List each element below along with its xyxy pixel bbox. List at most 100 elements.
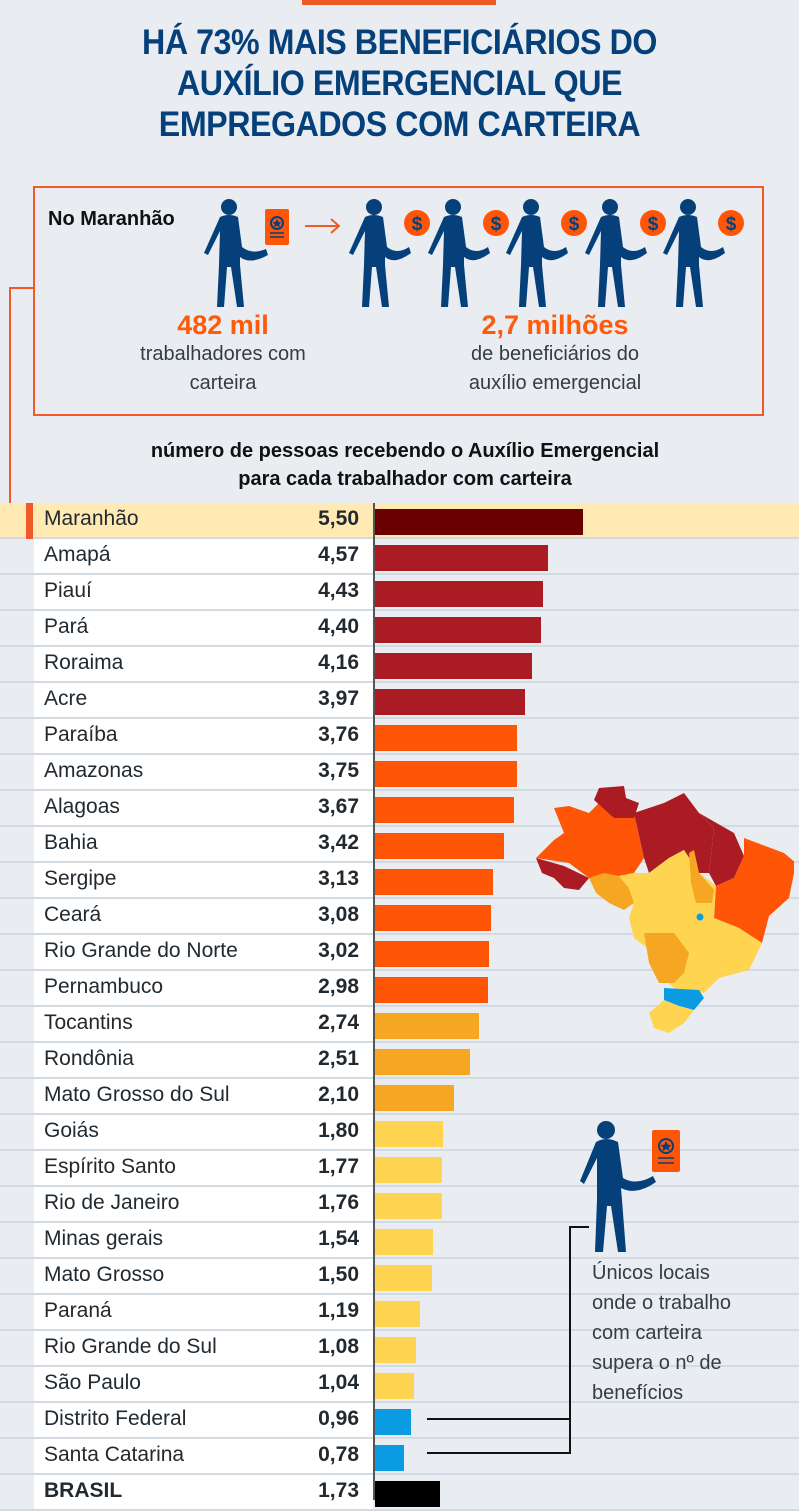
data-label: 2,51 <box>318 1047 359 1070</box>
beneficiaries-caption: de beneficiários do <box>471 343 639 365</box>
callout-line <box>427 1452 570 1454</box>
note-line: supera o nº de <box>592 1352 722 1374</box>
state-name: Goiás <box>44 1119 99 1142</box>
bar <box>375 905 492 931</box>
callout-line <box>569 1226 571 1454</box>
map-region-roraima <box>594 786 639 818</box>
bar <box>375 1049 470 1075</box>
data-label: 5,50 <box>318 507 359 530</box>
row-label-cell <box>34 755 373 789</box>
table-row: Alagoas 3,67 <box>0 791 799 827</box>
bar <box>375 1157 442 1183</box>
state-name: Pará <box>44 615 89 638</box>
table-row: Santa Catarina 0,78 <box>0 1439 799 1475</box>
row-label-cell <box>34 827 373 861</box>
callout-line <box>569 1226 589 1228</box>
data-label: 1,08 <box>318 1335 359 1358</box>
state-name: Paraná <box>44 1299 112 1322</box>
data-label: 1,19 <box>318 1299 359 1322</box>
note-line: Únicos locais <box>592 1262 710 1284</box>
state-name: Piauí <box>44 579 92 602</box>
state-name: Alagoas <box>44 795 120 818</box>
state-name: Rio de Janeiro <box>44 1191 180 1214</box>
data-label: 2,74 <box>318 1011 359 1034</box>
chart-axis-line <box>373 503 375 1500</box>
workers-caption: carteira <box>189 372 257 394</box>
map-region-tocantins <box>689 850 714 903</box>
row-label-cell <box>34 1115 373 1149</box>
data-label: 1,73 <box>318 1479 359 1502</box>
bar <box>375 1085 455 1111</box>
row-label-cell <box>34 1367 373 1401</box>
data-label: 1,77 <box>318 1155 359 1178</box>
row-label-cell <box>34 683 373 717</box>
data-label: 4,40 <box>318 615 359 638</box>
row-label-cell <box>34 1079 373 1113</box>
table-row: Rio de Janeiro 1,76 <box>0 1187 799 1223</box>
title-line: EMPREGADOS COM CARTEIRA <box>158 105 641 144</box>
bar <box>375 1301 420 1327</box>
state-name: Minas gerais <box>44 1227 164 1250</box>
data-label: 1,76 <box>318 1191 359 1214</box>
row-label-cell <box>34 935 373 969</box>
state-name: São Paulo <box>44 1371 141 1394</box>
bar <box>375 1193 442 1219</box>
table-row: Mato Grosso do Sul 2,10 <box>0 1079 799 1115</box>
data-label: 0,96 <box>318 1407 359 1430</box>
bar <box>375 977 488 1003</box>
row-label-cell <box>34 899 373 933</box>
table-row: Roraima 4,16 <box>0 647 799 683</box>
table-row: Bahia 3,42 <box>0 827 799 863</box>
row-label-cell <box>34 863 373 897</box>
table-row: Rio Grande do Sul 1,08 <box>0 1331 799 1367</box>
beneficiaries-caption: auxílio emergencial <box>468 372 642 394</box>
bar <box>375 941 490 967</box>
bar <box>375 1013 479 1039</box>
table-row: Mato Grosso 1,50 <box>0 1259 799 1295</box>
state-name: BRASIL <box>44 1479 123 1502</box>
bar <box>375 509 583 535</box>
note-line: onde o trabalho <box>592 1292 732 1314</box>
data-label: 0,78 <box>318 1443 359 1466</box>
table-row: Pernambuco 2,98 <box>0 971 799 1007</box>
highlight-connector <box>9 287 34 289</box>
data-label: 3,42 <box>318 831 359 854</box>
highlight-connector <box>9 287 11 521</box>
bar <box>375 1121 444 1147</box>
map-region-ms <box>644 933 689 983</box>
data-label: 3,13 <box>318 867 359 890</box>
person-with-coin-icon <box>663 199 744 307</box>
map-region-maranhao <box>699 813 744 886</box>
workers-caption: trabalhadores com <box>140 343 306 365</box>
row-label-cell <box>34 971 373 1005</box>
map-region-center <box>619 850 762 993</box>
bar <box>375 617 542 643</box>
state-name: Mato Grosso do Sul <box>44 1083 230 1106</box>
bar <box>375 1481 441 1507</box>
row-label-cell <box>34 1223 373 1257</box>
state-name: Roraima <box>44 651 124 674</box>
callout-line <box>427 1418 570 1420</box>
comparison-box-label: No Maranhão <box>48 208 175 230</box>
table-row: Rondônia 2,51 <box>0 1043 799 1079</box>
row-label-cell <box>34 1259 373 1293</box>
table-row: Tocantins 2,74 <box>0 1007 799 1043</box>
bar <box>375 1337 416 1363</box>
map-region-northeast <box>714 838 794 943</box>
bar <box>375 653 533 679</box>
state-name: Acre <box>44 687 88 710</box>
bar <box>375 581 543 607</box>
person-with-coin-icon <box>428 199 509 307</box>
callout-note: Únicos locais onde o trabalho com cartei… <box>592 1258 731 1408</box>
beneficiaries-icon-group: $ <box>349 199 744 307</box>
row-label-cell <box>34 1403 373 1437</box>
total-row: BRASIL 1,73 <box>0 1475 799 1511</box>
bar <box>375 833 505 859</box>
person-with-work-card-icon <box>580 1121 680 1252</box>
data-label: 1,80 <box>318 1119 359 1142</box>
state-name: Paraíba <box>44 723 118 746</box>
note-line: benefícios <box>592 1382 684 1404</box>
map-region-acre <box>536 858 589 890</box>
state-name: Espírito Santo <box>44 1155 176 1178</box>
comparison-box <box>33 186 764 416</box>
